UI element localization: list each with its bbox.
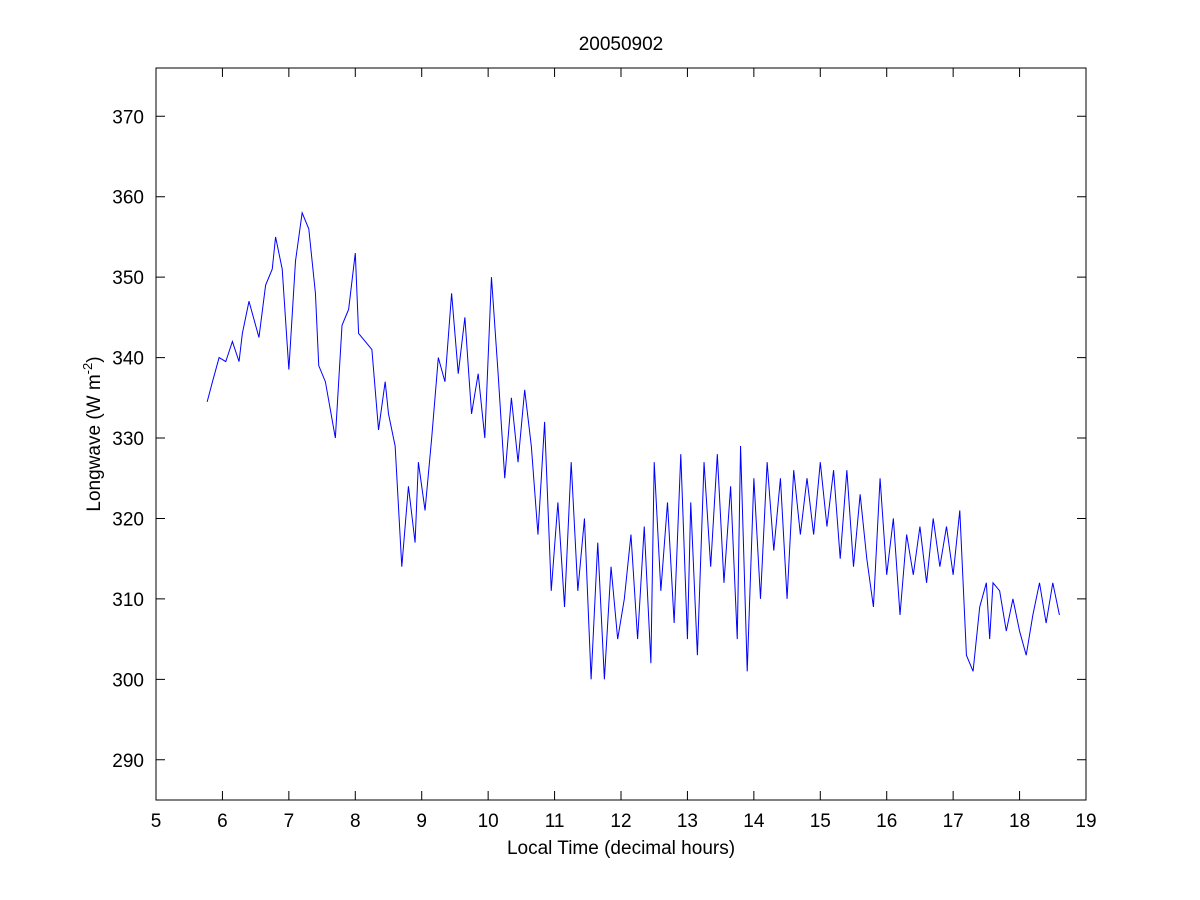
x-tick-label: 10 [478, 811, 499, 832]
x-tick-label: 12 [610, 811, 631, 832]
x-tick-label: 11 [545, 811, 565, 832]
y-tick-label: 340 [112, 349, 144, 370]
y-axis-label-main: Longwave (W m [84, 374, 105, 511]
y-tick-label: 350 [112, 268, 144, 289]
y-tick-label: 370 [112, 107, 144, 128]
x-tick-label: 5 [151, 811, 162, 832]
y-tick-label: 330 [112, 429, 144, 450]
x-tick-label: 15 [810, 811, 831, 832]
y-axis-label-sup: -2 [80, 363, 95, 375]
y-tick-label: 360 [112, 188, 144, 209]
y-tick-label: 300 [112, 670, 144, 691]
x-tick-label: 6 [217, 811, 228, 832]
x-tick-label: 18 [1009, 811, 1030, 832]
x-axis-label: Local Time (decimal hours) [507, 838, 735, 859]
x-tick-label: 19 [1075, 811, 1096, 832]
y-tick-label: 290 [112, 751, 144, 772]
y-tick-label: 310 [112, 590, 144, 611]
x-tick-label: 17 [943, 811, 964, 832]
y-tick-label: 320 [112, 509, 144, 530]
y-axis-label: Longwave (W m-2) [80, 356, 105, 511]
x-tick-label: 14 [743, 811, 765, 832]
x-tick-label: 7 [284, 811, 295, 832]
x-tick-label: 9 [416, 811, 427, 832]
x-tick-label: 8 [350, 811, 361, 832]
y-axis-label-end: ) [84, 356, 105, 362]
chart-title: 20050902 [579, 34, 664, 55]
line-series [206, 210, 1060, 680]
x-tick-label: 13 [677, 811, 698, 832]
plot-area [155, 67, 1087, 801]
x-tick-label: 16 [876, 811, 897, 832]
